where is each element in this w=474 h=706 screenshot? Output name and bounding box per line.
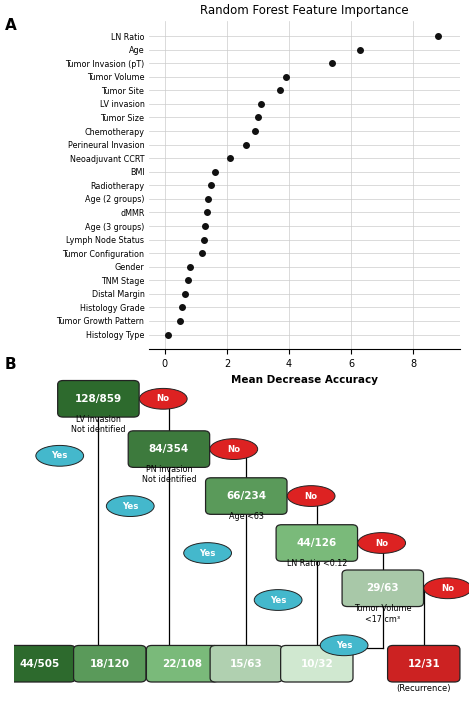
Text: 12/31: 12/31 (407, 659, 440, 669)
Text: No: No (305, 491, 318, 501)
Point (226, 152, 234, 164)
Point (200, 234, 208, 245)
Point (282, 71, 290, 83)
Text: 84/354: 84/354 (149, 444, 189, 454)
FancyBboxPatch shape (388, 645, 460, 682)
Point (328, 58, 336, 69)
Text: LN Ratio <0.12: LN Ratio <0.12 (287, 559, 347, 568)
Text: Yes: Yes (270, 596, 286, 604)
Point (181, 288, 189, 299)
Point (251, 126, 259, 137)
Point (201, 220, 209, 232)
Text: No: No (227, 445, 240, 453)
Point (254, 112, 262, 123)
Text: Yes: Yes (122, 502, 138, 510)
Point (276, 85, 283, 96)
Ellipse shape (320, 635, 368, 656)
Text: (Recurrence): (Recurrence) (397, 684, 451, 693)
Text: A: A (5, 18, 17, 32)
Text: 128/859: 128/859 (75, 394, 122, 404)
Text: PN invasion
Not identified: PN invasion Not identified (142, 465, 196, 484)
Ellipse shape (184, 543, 231, 563)
Text: No: No (375, 539, 388, 547)
Text: No: No (441, 584, 454, 593)
FancyBboxPatch shape (58, 381, 139, 417)
FancyBboxPatch shape (342, 570, 424, 606)
FancyBboxPatch shape (281, 645, 353, 682)
Text: No: No (157, 395, 170, 403)
Point (203, 207, 210, 218)
Text: B: B (5, 357, 17, 371)
Point (211, 166, 219, 177)
Text: 10/32: 10/32 (301, 659, 333, 669)
Ellipse shape (254, 590, 302, 611)
Point (164, 329, 172, 340)
Point (434, 30, 442, 42)
Text: 15/63: 15/63 (230, 659, 263, 669)
FancyBboxPatch shape (206, 478, 287, 515)
Text: 22/108: 22/108 (163, 659, 202, 669)
Text: Tumor Volume
<17 cm³: Tumor Volume <17 cm³ (354, 604, 411, 623)
Text: Yes: Yes (52, 451, 68, 460)
FancyBboxPatch shape (210, 645, 283, 682)
Point (198, 248, 206, 259)
Text: 66/234: 66/234 (226, 491, 266, 501)
Point (184, 275, 192, 286)
Text: Yes: Yes (336, 641, 352, 650)
Text: 29/63: 29/63 (366, 583, 399, 593)
Point (176, 316, 184, 327)
Point (356, 44, 364, 55)
Point (257, 98, 265, 109)
Point (208, 180, 215, 191)
Text: 18/120: 18/120 (90, 659, 130, 669)
FancyBboxPatch shape (3, 645, 75, 682)
Text: 44/126: 44/126 (297, 538, 337, 548)
FancyBboxPatch shape (146, 645, 219, 682)
Ellipse shape (424, 578, 472, 599)
Text: Age <63: Age <63 (229, 512, 264, 521)
Point (178, 301, 186, 313)
Point (242, 139, 249, 150)
Text: 44/505: 44/505 (19, 659, 59, 669)
Text: Yes: Yes (200, 549, 216, 558)
FancyBboxPatch shape (128, 431, 210, 467)
Ellipse shape (210, 438, 258, 460)
Point (204, 193, 212, 205)
FancyBboxPatch shape (73, 645, 146, 682)
Ellipse shape (139, 388, 187, 409)
Title: Random Forest Feature Importance: Random Forest Feature Importance (200, 4, 409, 17)
FancyBboxPatch shape (276, 525, 357, 561)
Ellipse shape (106, 496, 154, 517)
Point (186, 261, 193, 273)
Ellipse shape (36, 445, 83, 466)
Ellipse shape (287, 486, 335, 506)
Ellipse shape (358, 532, 406, 554)
Text: LV invasion
Not identified: LV invasion Not identified (71, 414, 126, 434)
X-axis label: Mean Decrease Accuracy: Mean Decrease Accuracy (231, 375, 378, 385)
